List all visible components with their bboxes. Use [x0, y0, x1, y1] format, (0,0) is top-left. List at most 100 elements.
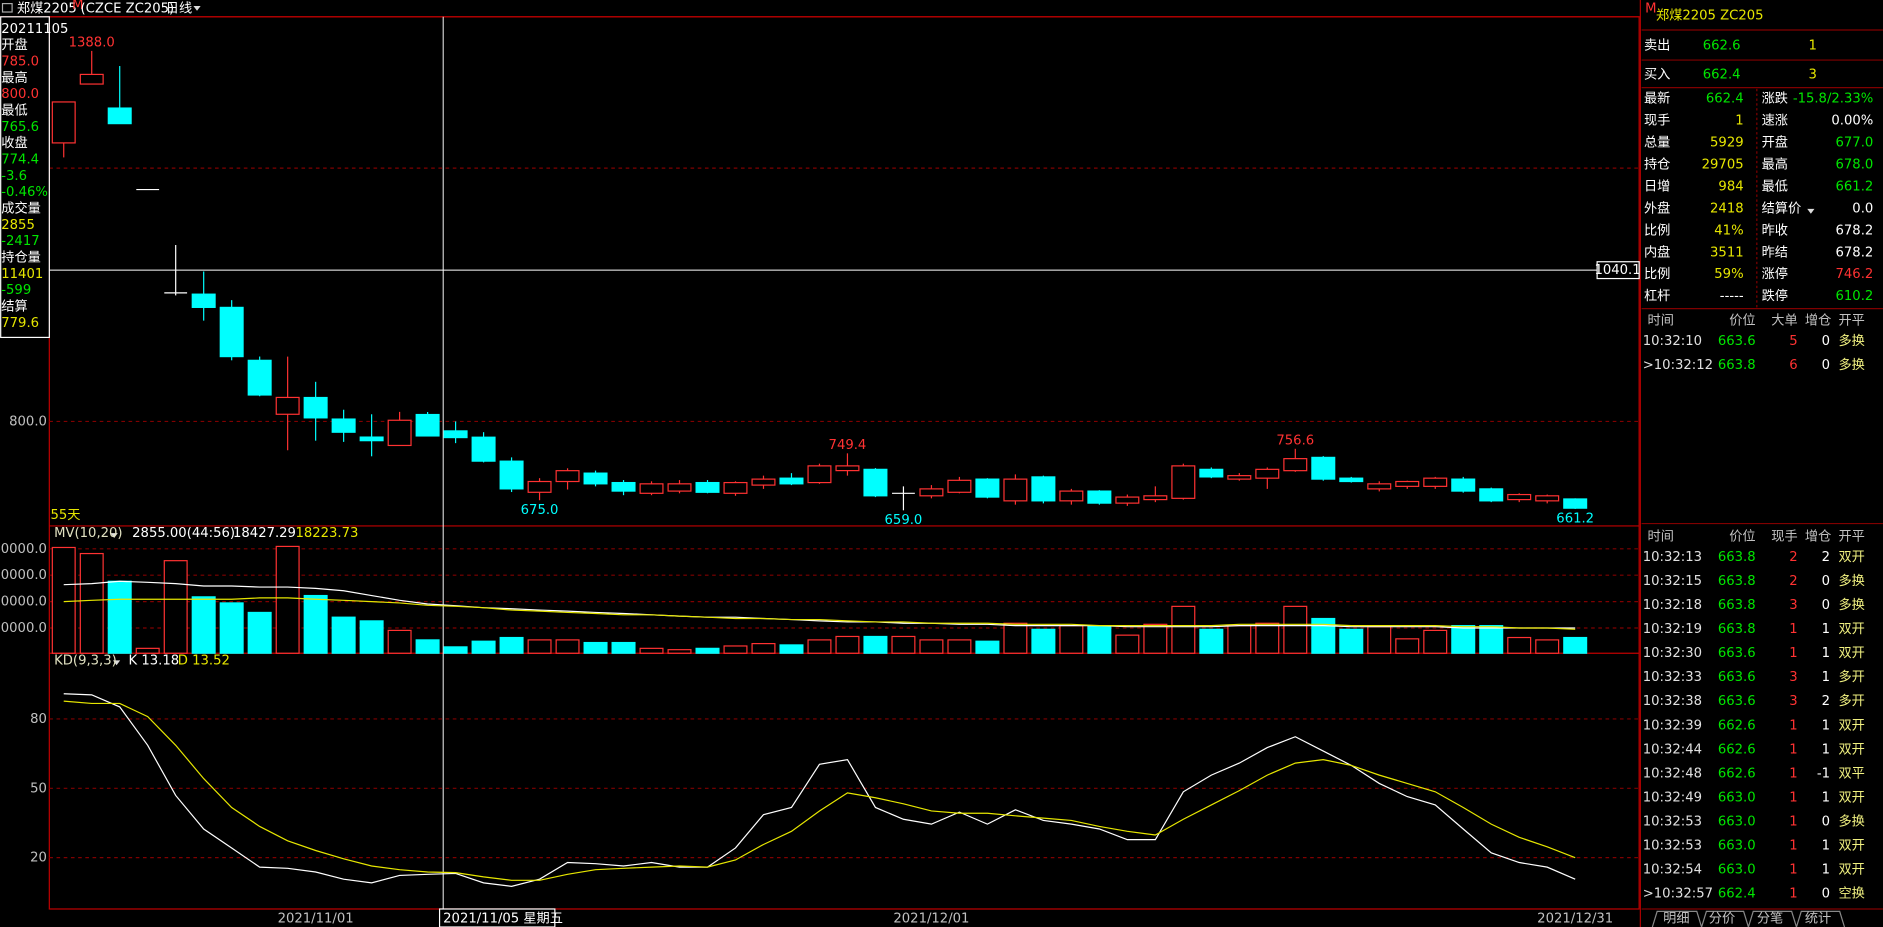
volume-bar	[919, 639, 944, 654]
y-tick-label: 800.0	[9, 414, 47, 429]
table-cell: 1	[1822, 790, 1830, 805]
candle-body	[107, 107, 132, 125]
candle-body	[51, 101, 76, 144]
volume-bar	[1255, 622, 1280, 654]
volume-bar	[1423, 629, 1448, 654]
table-cell: 662.6	[1718, 766, 1756, 781]
volume-bar	[779, 644, 804, 654]
volume-bar	[1059, 625, 1084, 654]
volume-bar	[499, 636, 524, 654]
table-cell: 10:32:39	[1643, 718, 1702, 733]
tab[interactable]: 明细	[1663, 911, 1689, 927]
stat-value: 678.0	[1836, 157, 1874, 172]
table-cell: 2	[1789, 550, 1797, 565]
candle-body	[667, 483, 692, 492]
symbol-code: (CZCE ZC205)	[81, 1, 175, 16]
indicator-title: MV(10,20)	[54, 526, 122, 541]
dropdown-arrow[interactable]	[110, 533, 118, 538]
cursor-info: -2417	[1, 234, 39, 249]
table-cell: 663.6	[1718, 670, 1756, 685]
cursor-info: 765.6	[1, 120, 39, 135]
table-cell: 663.0	[1718, 790, 1756, 805]
window-icon	[1, 3, 13, 13]
table-cell: 双开	[1838, 622, 1864, 637]
table-cell: -1	[1817, 766, 1830, 781]
x-tick-label: 2021/12/01	[893, 912, 969, 927]
table-cell: 663.8	[1718, 598, 1756, 613]
table-cell: 1	[1789, 622, 1797, 637]
cursor-info: 结算	[1, 298, 27, 314]
table-cell: 10:32:49	[1643, 790, 1702, 805]
candle-body	[219, 306, 244, 358]
indicator-line	[63, 693, 1576, 887]
table-cell: 1	[1789, 646, 1797, 661]
candle-body	[779, 477, 804, 485]
table-cell: 1	[1822, 622, 1830, 637]
dropdown-arrow[interactable]	[112, 660, 121, 666]
volume-bar	[51, 546, 76, 654]
table-cell: 662.6	[1718, 718, 1756, 733]
table-cell: 多换	[1838, 812, 1864, 829]
stat-value: 678.2	[1836, 223, 1874, 238]
order-volume: 1	[1808, 39, 1816, 54]
table-header: 价位	[1729, 529, 1755, 545]
candle-body	[583, 472, 608, 485]
table-cell: 双开	[1838, 790, 1864, 805]
cursor-info: 774.4	[1, 152, 39, 167]
candle-body	[1451, 478, 1476, 492]
table-cell: 663.0	[1718, 838, 1756, 853]
table-header: 现手	[1771, 529, 1797, 545]
candle-body	[555, 470, 580, 483]
volume-bar	[303, 594, 328, 654]
table-cell: 双开	[1838, 718, 1864, 733]
volume-bar	[1479, 625, 1504, 654]
volume-bar	[1115, 634, 1140, 654]
cursor-price-box	[1596, 261, 1640, 280]
stat-value: 2418	[1710, 201, 1744, 216]
volume-bar	[863, 635, 888, 654]
period-selector[interactable]: 日线	[166, 0, 192, 16]
candle-body	[527, 480, 552, 493]
stat-value: 610.2	[1836, 289, 1874, 304]
candle-body	[1059, 490, 1084, 502]
order-side: 卖出	[1644, 38, 1670, 54]
table-cell: 663.6	[1718, 334, 1756, 349]
table-cell: 多开	[1838, 668, 1864, 685]
candle-body	[919, 488, 944, 497]
candle-body	[1087, 490, 1112, 504]
stat-value: 661.2	[1836, 179, 1874, 194]
order-side: 买入	[1644, 66, 1670, 82]
table-cell: 双开	[1838, 838, 1864, 853]
tab[interactable]: 统计	[1805, 911, 1831, 927]
volume-bar	[415, 639, 440, 654]
tab[interactable]: 分价	[1709, 911, 1735, 927]
dropdown-arrow[interactable]	[1807, 208, 1815, 214]
cursor-info: 20211105	[1, 22, 68, 37]
candle-body	[247, 359, 272, 396]
candle-body	[639, 483, 664, 494]
volume-bar	[667, 649, 692, 654]
x-tick-label: 2021/11/01	[278, 912, 354, 927]
cursor-info: -0.46%	[1, 185, 48, 200]
stat-value: 678.2	[1836, 245, 1874, 260]
table-cell: 多换	[1838, 596, 1864, 613]
quote-marker: M	[1645, 1, 1656, 16]
stat-label: 日增	[1644, 178, 1670, 194]
stat-label: 现手	[1644, 112, 1670, 128]
volume-bar	[695, 647, 720, 654]
stat-label: 总量	[1644, 134, 1670, 150]
table-header: 大单	[1771, 313, 1797, 329]
volume-bar	[387, 629, 412, 654]
table-cell: 2	[1789, 574, 1797, 589]
tab[interactable]: 分笔	[1757, 911, 1783, 927]
period-label: 55天	[51, 508, 81, 523]
dropdown-arrow[interactable]	[193, 6, 201, 11]
stat-value: 59%	[1714, 267, 1743, 282]
volume-bar	[79, 552, 104, 654]
table-cell: 1	[1822, 670, 1830, 685]
candle-body	[1535, 495, 1560, 502]
cursor-info: 11401	[1, 267, 43, 282]
candle-body	[751, 478, 776, 486]
stat-value: 677.0	[1836, 135, 1874, 150]
cursor-info: 收盘	[1, 134, 27, 151]
